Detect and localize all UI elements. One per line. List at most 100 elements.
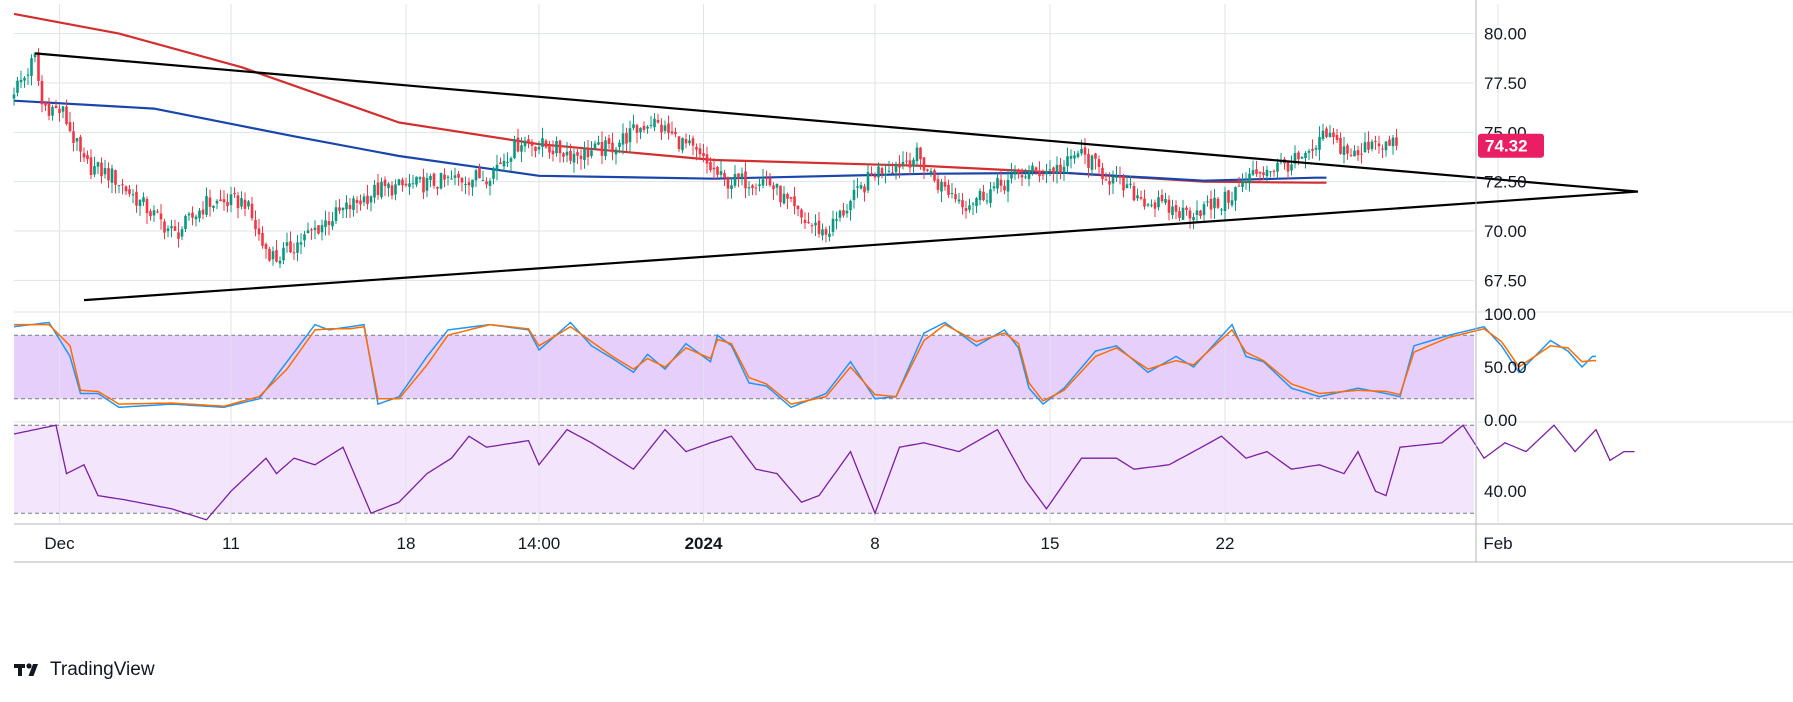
candle[interactable]: [649, 116, 653, 129]
candle[interactable]: [275, 240, 278, 263]
candle[interactable]: [1048, 160, 1052, 176]
candle[interactable]: [75, 137, 79, 151]
candle[interactable]: [975, 196, 978, 214]
candle[interactable]: [740, 167, 744, 186]
candle[interactable]: [261, 226, 264, 249]
candle[interactable]: [537, 140, 541, 155]
candle[interactable]: [1325, 126, 1328, 139]
candle[interactable]: [1269, 171, 1272, 178]
candle[interactable]: [1199, 209, 1202, 219]
candle[interactable]: [639, 127, 642, 140]
candle[interactable]: [30, 54, 33, 86]
candle[interactable]: [289, 231, 292, 254]
candle[interactable]: [1069, 149, 1073, 169]
candle[interactable]: [1311, 139, 1314, 159]
candle[interactable]: [768, 173, 772, 187]
moving-average-red[interactable]: [13, 12, 1327, 184]
candle[interactable]: [1087, 148, 1090, 178]
candle[interactable]: [19, 70, 23, 89]
candle[interactable]: [1024, 168, 1027, 180]
candle[interactable]: [373, 180, 376, 204]
candle[interactable]: [152, 205, 156, 222]
candle[interactable]: [621, 123, 625, 155]
candle[interactable]: [1279, 152, 1283, 165]
candle[interactable]: [744, 162, 747, 199]
candle[interactable]: [254, 210, 257, 237]
candle[interactable]: [1244, 172, 1248, 190]
candle[interactable]: [443, 168, 446, 188]
candle[interactable]: [1391, 134, 1395, 155]
candle[interactable]: [674, 127, 677, 138]
candle[interactable]: [887, 160, 891, 174]
candle[interactable]: [712, 158, 716, 179]
candle[interactable]: [166, 225, 170, 237]
candle[interactable]: [306, 222, 310, 234]
candle[interactable]: [513, 135, 516, 160]
candle[interactable]: [793, 187, 796, 215]
candle[interactable]: [324, 210, 327, 236]
candle[interactable]: [733, 165, 737, 188]
candle[interactable]: [751, 184, 754, 196]
candle[interactable]: [600, 131, 604, 165]
candle[interactable]: [1328, 125, 1332, 138]
candle[interactable]: [1339, 132, 1342, 155]
candle[interactable]: [401, 177, 404, 192]
candle[interactable]: [681, 137, 684, 154]
candle[interactable]: [726, 176, 730, 199]
candle[interactable]: [1027, 165, 1031, 187]
candle[interactable]: [485, 177, 488, 189]
candle[interactable]: [828, 225, 831, 242]
candle[interactable]: [471, 179, 474, 196]
candle[interactable]: [800, 208, 803, 224]
candle[interactable]: [842, 202, 845, 218]
candle[interactable]: [814, 214, 817, 237]
candle[interactable]: [1181, 199, 1185, 220]
candle[interactable]: [1143, 189, 1146, 210]
candle[interactable]: [1290, 155, 1293, 176]
candle[interactable]: [1017, 168, 1020, 179]
candle[interactable]: [1381, 144, 1384, 158]
candle[interactable]: [114, 169, 117, 194]
candle[interactable]: [1335, 129, 1339, 144]
candle[interactable]: [1076, 150, 1080, 159]
candle[interactable]: [268, 246, 271, 262]
candle[interactable]: [572, 148, 576, 173]
candle[interactable]: [576, 148, 579, 165]
candle[interactable]: [488, 178, 492, 196]
candle[interactable]: [229, 186, 233, 213]
candle[interactable]: [1129, 175, 1132, 189]
candle[interactable]: [1006, 170, 1010, 203]
candle[interactable]: [656, 113, 660, 124]
candle[interactable]: [257, 219, 261, 241]
candle[interactable]: [1356, 145, 1360, 161]
candle[interactable]: [1262, 166, 1265, 181]
rsi-line[interactable]: [13, 424, 1635, 521]
candle[interactable]: [250, 196, 254, 221]
candle[interactable]: [110, 164, 114, 194]
candle[interactable]: [866, 164, 870, 194]
candle[interactable]: [474, 168, 478, 187]
candle[interactable]: [359, 194, 362, 211]
candle[interactable]: [772, 182, 775, 200]
candle[interactable]: [467, 177, 471, 196]
candle[interactable]: [761, 169, 765, 189]
candle[interactable]: [1118, 166, 1122, 185]
candle[interactable]: [502, 153, 506, 172]
candle[interactable]: [677, 136, 681, 152]
candle[interactable]: [1160, 189, 1164, 204]
candle[interactable]: [1346, 143, 1349, 160]
candle[interactable]: [47, 97, 51, 121]
candle[interactable]: [688, 135, 691, 146]
candle[interactable]: [908, 152, 912, 176]
candle[interactable]: [1192, 212, 1195, 230]
candle[interactable]: [786, 192, 789, 209]
candle[interactable]: [58, 104, 61, 122]
candle[interactable]: [54, 100, 58, 109]
candle[interactable]: [156, 208, 159, 214]
candle[interactable]: [44, 101, 47, 111]
candle[interactable]: [383, 176, 387, 197]
candle[interactable]: [999, 170, 1003, 193]
candle[interactable]: [835, 211, 838, 230]
candle[interactable]: [243, 192, 247, 217]
candle[interactable]: [719, 160, 723, 179]
